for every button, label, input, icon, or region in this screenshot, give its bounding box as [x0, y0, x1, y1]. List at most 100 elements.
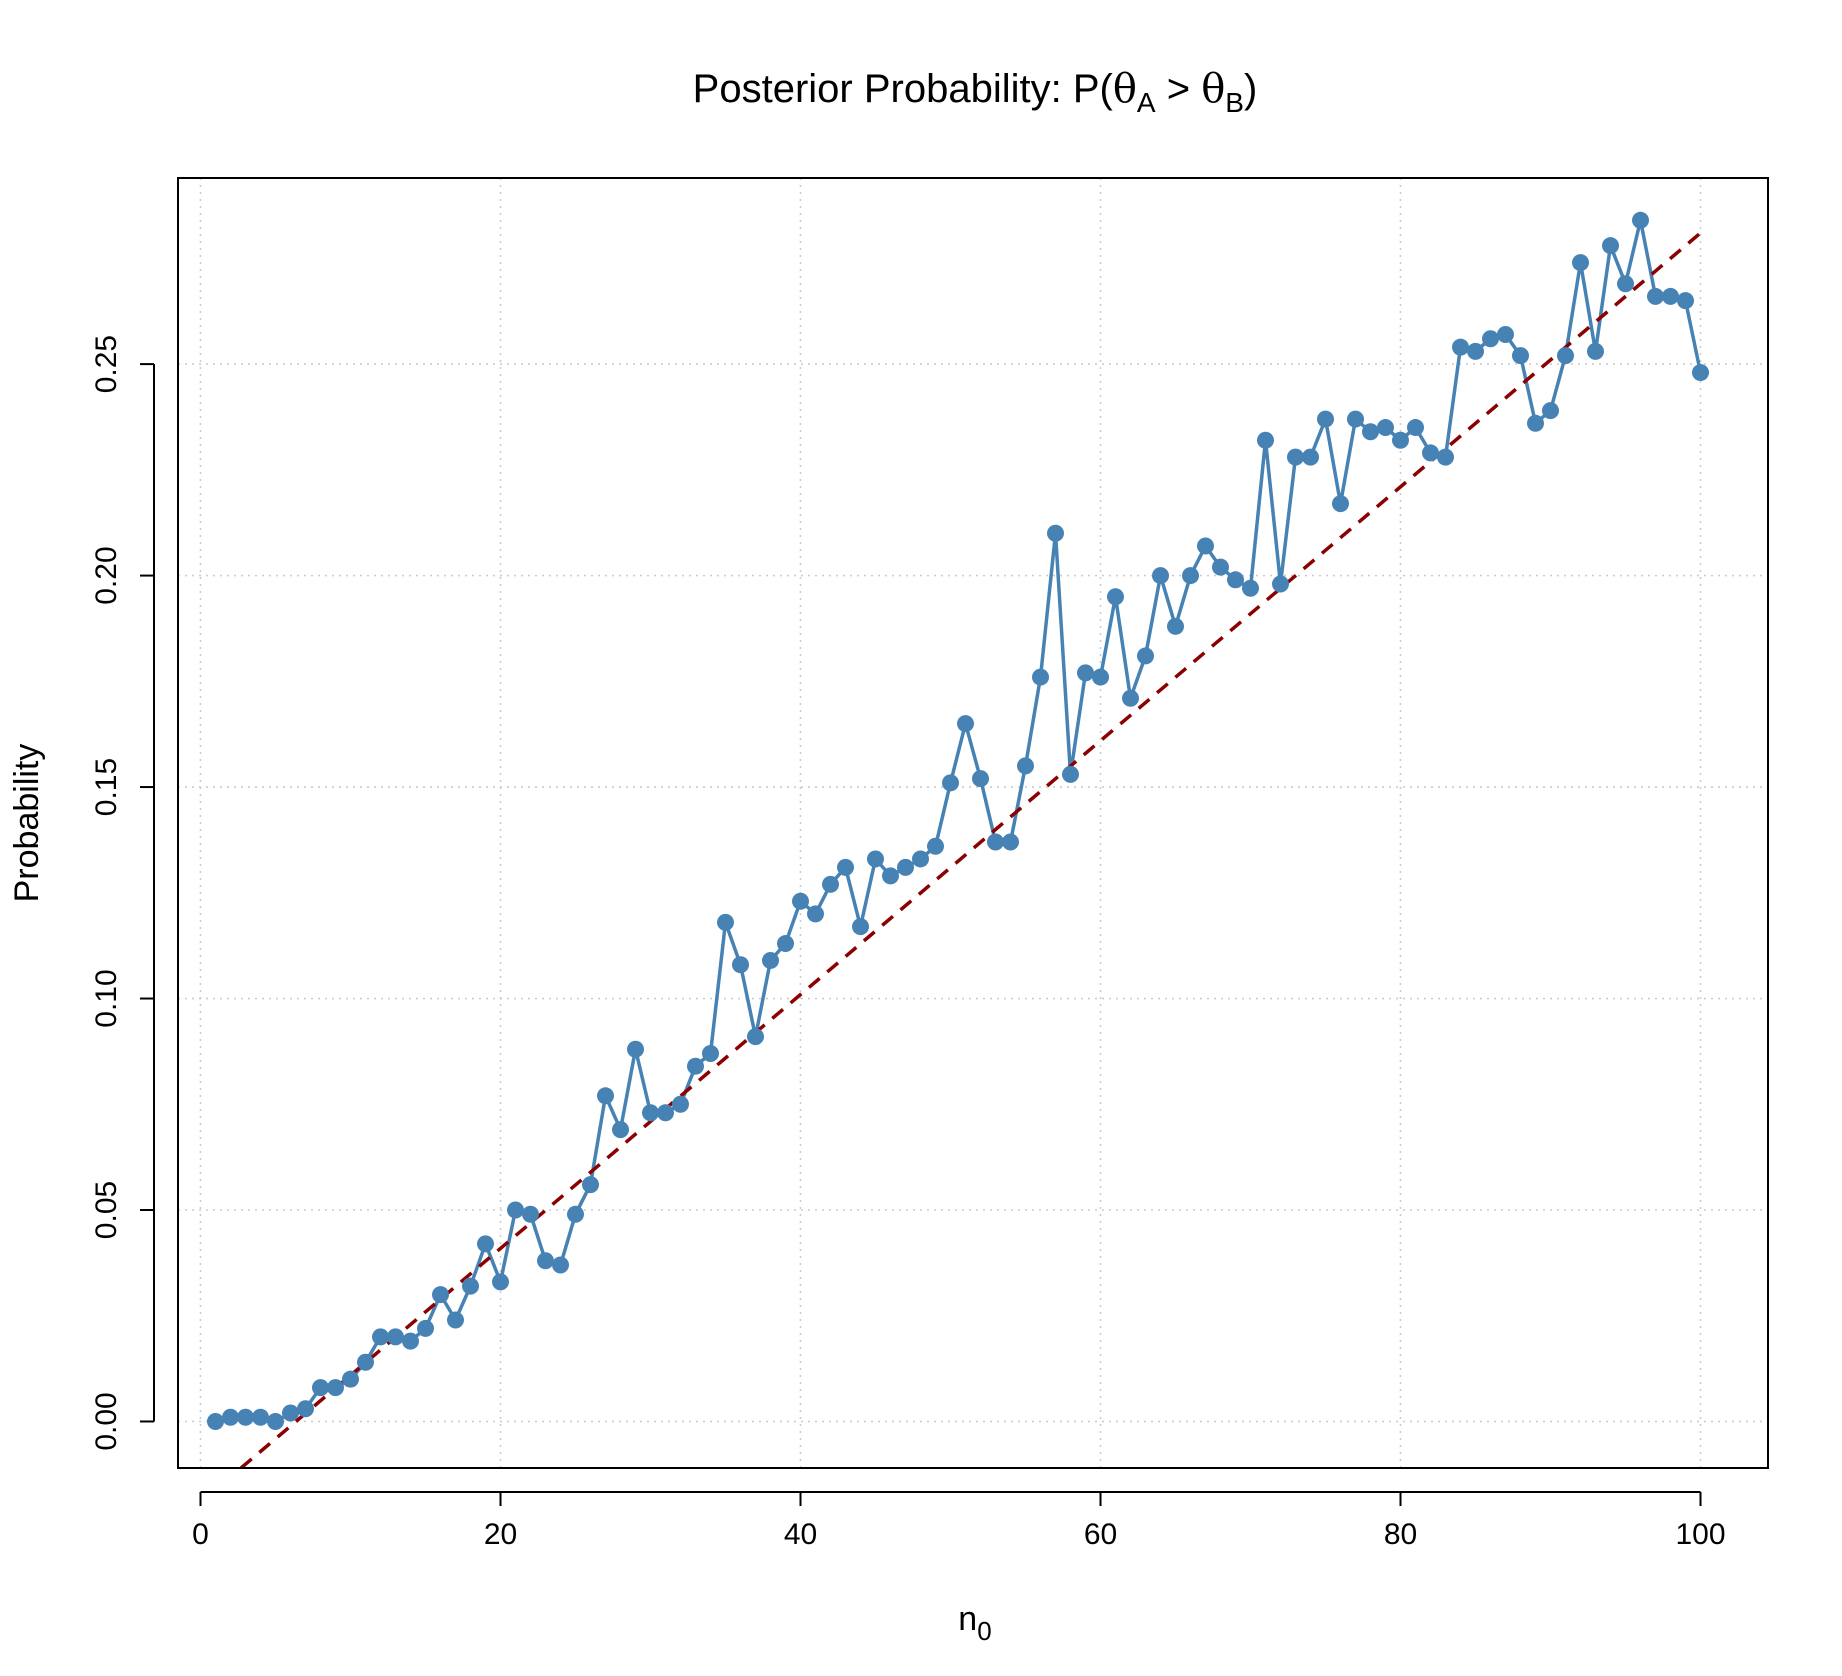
- data-point: [1377, 419, 1394, 437]
- x-tick-label-4: 80: [1384, 1518, 1417, 1551]
- data-point: [612, 1121, 629, 1139]
- data-point: [1332, 495, 1349, 513]
- data-point: [702, 1045, 719, 1063]
- chart-title: Posterior Probability: P(θA > θB): [693, 66, 1258, 118]
- data-point: [1002, 833, 1019, 851]
- data-point: [342, 1370, 359, 1388]
- data-point: [1122, 689, 1139, 707]
- data-point: [912, 850, 929, 868]
- data-point: [567, 1205, 584, 1223]
- x-tick-label-0: 0: [192, 1518, 209, 1551]
- trend-line: [239, 231, 1702, 1468]
- data-point: [1407, 419, 1424, 437]
- series-layer: [207, 211, 1709, 1468]
- data-point: [207, 1412, 224, 1430]
- y-tick-label-2: 0.10: [90, 969, 123, 1027]
- data-point: [1107, 588, 1124, 606]
- data-point: [927, 837, 944, 855]
- data-point: [1272, 575, 1289, 593]
- data-point: [417, 1319, 434, 1337]
- grid: [178, 178, 1768, 1468]
- data-point: [1437, 448, 1454, 466]
- data-point: [387, 1328, 404, 1346]
- title-prefix: Posterior Probability: P(: [693, 67, 1114, 111]
- data-point: [897, 858, 914, 876]
- y-tick-label-3: 0.15: [90, 758, 123, 816]
- data-point: [522, 1205, 539, 1223]
- data-point: [1362, 423, 1379, 441]
- data-point: [1152, 567, 1169, 585]
- data-point: [1542, 402, 1559, 420]
- data-point: [552, 1256, 569, 1274]
- data-point: [1557, 347, 1574, 365]
- data-point: [792, 892, 809, 910]
- data-point: [492, 1273, 509, 1291]
- data-point: [507, 1201, 524, 1219]
- data-point: [1692, 364, 1709, 382]
- data-point: [717, 913, 734, 931]
- data-point: [477, 1235, 494, 1253]
- data-point: [582, 1176, 599, 1194]
- series-line: [215, 218, 1703, 1424]
- data-point: [1632, 211, 1649, 229]
- data-point: [1317, 410, 1334, 428]
- data-point: [237, 1408, 254, 1426]
- data-point: [1452, 338, 1469, 356]
- data-point: [627, 1040, 644, 1058]
- title-suffix: ): [1244, 67, 1257, 111]
- x-tick-label-1: 20: [484, 1518, 517, 1551]
- data-point: [1512, 347, 1529, 365]
- data-point: [1662, 287, 1679, 305]
- x-axis-title-base: n: [958, 1600, 977, 1638]
- data-point: [462, 1277, 479, 1295]
- x-tick-label-3: 60: [1084, 1518, 1117, 1551]
- data-point: [657, 1104, 674, 1122]
- data-point: [747, 1028, 764, 1046]
- data-point: [402, 1332, 419, 1350]
- data-point: [1347, 410, 1364, 428]
- data-point: [1482, 330, 1499, 348]
- data-point: [942, 774, 959, 792]
- data-point: [282, 1404, 299, 1422]
- data-point: [957, 715, 974, 733]
- data-point: [822, 875, 839, 893]
- data-point: [1032, 668, 1049, 686]
- title-theta-b: θ: [1201, 66, 1225, 112]
- data-point: [1392, 431, 1409, 449]
- data-point: [267, 1412, 284, 1430]
- data-point: [1242, 579, 1259, 597]
- data-point: [972, 770, 989, 788]
- title-operator: >: [1156, 67, 1202, 111]
- data-point: [252, 1408, 269, 1426]
- y-axis-title: Probability: [8, 744, 46, 903]
- data-point: [1677, 292, 1694, 310]
- data-point: [1647, 287, 1664, 305]
- title-sub-a: A: [1137, 87, 1156, 118]
- data-point: [357, 1353, 374, 1371]
- data-point: [777, 935, 794, 953]
- data-point: [672, 1095, 689, 1113]
- data-point: [1497, 325, 1514, 343]
- y-tick-label-0: 0.00: [90, 1392, 123, 1450]
- data-point: [297, 1400, 314, 1418]
- data-point: [1077, 664, 1094, 682]
- data-point: [597, 1087, 614, 1105]
- data-point: [327, 1379, 344, 1397]
- data-point: [447, 1311, 464, 1329]
- data-point: [1197, 537, 1214, 555]
- data-point: [1617, 275, 1634, 293]
- plot-frame: [177, 177, 1769, 1469]
- data-point: [882, 867, 899, 885]
- data-point: [1062, 765, 1079, 783]
- data-point: [1572, 254, 1589, 272]
- data-point: [432, 1286, 449, 1304]
- data-point: [1467, 342, 1484, 360]
- data-point: [1092, 668, 1109, 686]
- data-point: [1287, 448, 1304, 466]
- data-point: [807, 905, 824, 923]
- data-point: [537, 1252, 554, 1270]
- data-point: [1527, 414, 1544, 432]
- data-point: [987, 833, 1004, 851]
- data-point: [1182, 567, 1199, 585]
- data-point: [1212, 558, 1229, 576]
